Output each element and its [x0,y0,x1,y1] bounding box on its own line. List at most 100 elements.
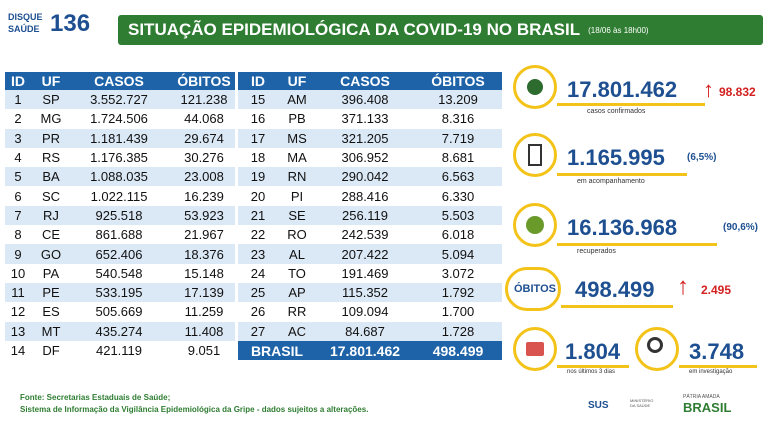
table-cell: 1.022.115 [90,188,148,204]
investigation-value: 3.748 [689,339,745,364]
table-row: 21 SE 256.119 5.503 [238,205,502,226]
table-row: 7 RJ 925.518 53.923 [5,205,235,226]
table-cell: TO [288,265,306,281]
table-cell: CE [41,227,61,243]
logo-number: 136 [50,10,91,37]
table-cell: 27 [250,323,266,339]
table-cell: 321.205 [341,130,389,146]
table-cell: 12 [10,304,26,320]
table-cell: 6.330 [441,188,475,204]
recovered-value: 16.136.968 [567,215,678,240]
table-row: 15 AM 396.408 13.209 [238,90,502,110]
table-row: 20 PI 288.416 6.330 [238,186,502,206]
table-cell: PB [288,111,306,127]
table-cell: 18 [250,150,266,166]
table-cell: 21 [250,207,266,223]
column-header: UF [287,73,307,89]
table-cell: 9 [14,246,22,262]
table-row: 17 MS 321.205 7.719 [238,128,502,148]
table-row: 6 SC 1.022.115 16.239 [5,186,235,206]
gov-top: PÁTRIA AMADA [683,394,720,400]
total-cell: 498.499 [432,342,484,359]
table-cell: 505.669 [95,304,143,320]
table-cell: 9.051 [187,343,221,359]
table-cell: GO [40,246,62,262]
table-row: 3 PR 1.181.439 29.674 [5,128,235,148]
table-cell: 13 [10,323,26,339]
table-row: 13 MT 435.274 11.408 [5,321,235,341]
table-cell: DF [42,343,60,359]
table-cell: SE [288,207,306,223]
table-cell: 5.503 [441,207,475,223]
logo: DISQUE SAÚDE 136 [8,10,108,42]
table-cell: 22 [250,227,266,243]
table-cell: 44.068 [184,111,224,127]
underline [557,243,717,246]
underline [557,103,705,106]
table-header: ID UF CASOS ÓBITOS [238,72,502,90]
source: Fonte: Secretarias Estaduais de Saúde; [20,393,171,402]
table-cell: 1 [14,92,22,108]
deaths-title: ÓBITOS [514,283,556,295]
table-row: 11 PE 533.195 17.139 [5,283,235,303]
recent-value: 1.804 [565,339,621,364]
table-cell: 5 [14,169,22,185]
table-cell: 25 [250,285,266,301]
table-row: 5 BA 1.088.035 23.008 [5,167,235,187]
column-header: CASOS [340,73,390,89]
table-cell: 3.552.727 [90,92,148,108]
icon-calendar [513,327,557,371]
table-cell: 23 [250,246,266,262]
table-cell: 15.148 [184,265,224,281]
underline [679,365,757,368]
confirmed-new: 98.832 [719,85,756,99]
confirmed-label: casos confirmados [587,108,646,115]
table-cell: 3.072 [441,265,475,281]
table-row: 24 TO 191.469 3.072 [238,263,502,283]
table-cell: 7 [14,207,22,223]
table-cell: 14 [10,343,26,359]
table-cell: AM [287,92,307,108]
monitoring-percent: (6,5%) [687,152,717,163]
table-cell: PA [42,265,60,281]
table-cell: RO [287,227,307,243]
table-cell: AP [288,285,306,301]
table-row: 16 PB 371.133 8.316 [238,109,502,129]
table-row: 18 MA 306.952 8.681 [238,147,502,168]
table-cell: 6.563 [441,169,475,185]
table-cell: 11 [11,285,25,301]
investigation-label: em investigação [689,369,733,375]
table-cell: 1.088.035 [90,169,148,185]
table-cell: RN [287,169,307,185]
table-row: 22 RO 242.539 6.018 [238,225,502,245]
icon-recovered [513,203,557,247]
table-cell: 6 [14,188,22,204]
logo-top: DISQUE [8,12,43,22]
table-cell: 115.352 [341,285,389,301]
table-cell: ES [42,304,60,320]
table-row: 26 RR 109.094 1.700 [238,302,502,322]
deaths-circle: ÓBITOS [505,267,561,311]
date: (18/06 às 18h00) [588,25,649,35]
column-header: UF [41,73,61,89]
table-cell: 53.923 [184,207,224,223]
footer: Fonte: Secretarias Estaduais de Saúde; S… [20,393,580,423]
table-cell: 26 [250,304,266,320]
monitoring-label: em acompanhamento [577,178,645,185]
recovered-percent: (90,6%) [723,222,759,233]
table-cell: AC [287,323,307,339]
table-cell: 7.719 [441,130,475,146]
table-row: 14 DF 421.119 9.051 [5,340,235,361]
table-cell: AL [289,246,305,262]
table-cell: 290.042 [341,169,389,185]
table-cell: 861.688 [95,227,143,243]
column-header: ID [11,73,25,89]
table-cell: BA [42,169,60,185]
table-row: 2 MG 1.724.506 44.068 [5,109,235,129]
table-cell: 17.139 [184,285,224,301]
table-cell: 288.416 [341,188,389,204]
icon-virus [513,65,557,109]
table-row: 19 RN 290.042 6.563 [238,167,502,187]
column-header: CASOS [94,73,144,89]
